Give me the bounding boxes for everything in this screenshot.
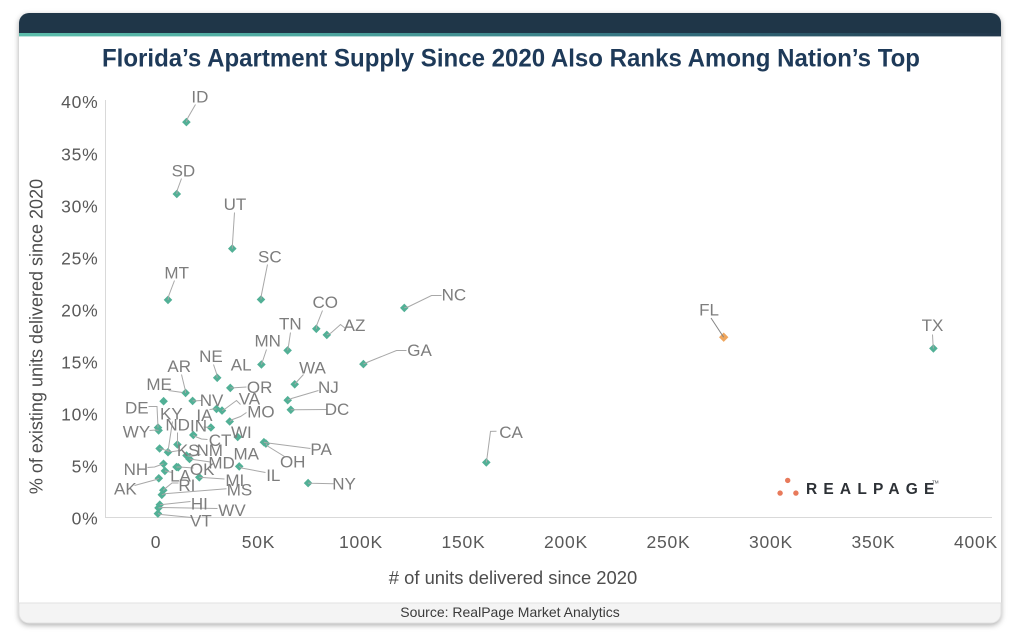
svg-text:ID: ID — [191, 87, 208, 106]
svg-text:NV: NV — [200, 391, 224, 410]
svg-text:WY: WY — [123, 423, 150, 442]
svg-text:150K: 150K — [441, 532, 485, 552]
svg-text:AK: AK — [114, 480, 137, 499]
svg-text:WV: WV — [218, 501, 246, 520]
svg-text:200K: 200K — [544, 532, 588, 552]
svg-text:300K: 300K — [749, 532, 793, 552]
svg-text:TM: TM — [932, 480, 939, 485]
svg-text:NC: NC — [442, 286, 467, 305]
svg-text:NH: NH — [124, 460, 149, 479]
svg-text:RI: RI — [178, 476, 195, 495]
svg-text:DE: DE — [125, 399, 149, 418]
svg-text:IN: IN — [190, 417, 207, 436]
svg-text:# of units delivered since 202: # of units delivered since 2020 — [389, 567, 637, 588]
svg-text:MI: MI — [225, 471, 244, 490]
svg-text:Florida’s Apartment Supply Sin: Florida’s Apartment Supply Since 2020 Al… — [102, 45, 920, 73]
svg-text:0: 0 — [151, 532, 162, 552]
svg-text:30%: 30% — [61, 196, 98, 216]
svg-text:ME: ME — [146, 375, 172, 394]
svg-text:MA: MA — [233, 444, 259, 463]
svg-text:FL: FL — [699, 301, 719, 320]
svg-text:WI: WI — [231, 423, 252, 442]
svg-text:MN: MN — [254, 332, 280, 351]
svg-text:SD: SD — [172, 161, 196, 180]
svg-text:400K: 400K — [954, 532, 998, 552]
svg-text:AZ: AZ — [344, 316, 366, 335]
svg-text:KY: KY — [160, 405, 183, 424]
svg-text:AR: AR — [167, 357, 191, 376]
svg-text:OR: OR — [247, 378, 273, 397]
svg-text:IL: IL — [266, 466, 280, 485]
svg-text:REALPAGE: REALPAGE — [806, 481, 941, 498]
svg-text:MD: MD — [208, 454, 234, 473]
svg-text:NM: NM — [196, 441, 222, 460]
svg-text:VA: VA — [239, 389, 261, 408]
svg-text:% of existing units delivered: % of existing units delivered since 2020 — [27, 179, 47, 494]
svg-text:40%: 40% — [61, 92, 98, 112]
svg-text:VT: VT — [190, 512, 212, 531]
svg-text:Source: RealPage Market Analyt: Source: RealPage Market Analytics — [400, 604, 619, 620]
svg-text:TX: TX — [922, 316, 944, 335]
svg-text:SC: SC — [258, 247, 282, 266]
svg-text:15%: 15% — [61, 353, 98, 373]
svg-text:NY: NY — [332, 475, 356, 494]
svg-text:0%: 0% — [72, 509, 99, 529]
svg-text:LA: LA — [170, 466, 191, 485]
svg-text:350K: 350K — [851, 532, 895, 552]
svg-text:GA: GA — [407, 341, 432, 360]
svg-text:OH: OH — [280, 453, 306, 472]
svg-text:MS: MS — [227, 481, 253, 500]
svg-text:5%: 5% — [72, 457, 99, 477]
svg-text:CA: CA — [499, 423, 523, 442]
svg-text:HI: HI — [191, 495, 208, 514]
svg-text:CT: CT — [209, 431, 232, 450]
svg-text:100K: 100K — [339, 532, 383, 552]
svg-text:35%: 35% — [61, 144, 98, 164]
svg-text:IA: IA — [196, 406, 213, 425]
svg-text:AL: AL — [231, 356, 252, 375]
svg-text:250K: 250K — [646, 532, 690, 552]
svg-text:MO: MO — [247, 402, 274, 421]
svg-text:PA: PA — [310, 440, 332, 459]
svg-text:MT: MT — [164, 264, 189, 283]
svg-text:20%: 20% — [61, 300, 98, 320]
svg-text:25%: 25% — [61, 248, 98, 268]
svg-text:KS: KS — [177, 441, 200, 460]
svg-text:TN: TN — [279, 315, 302, 334]
svg-text:CO: CO — [312, 293, 338, 312]
svg-text:DC: DC — [325, 400, 350, 419]
svg-text:WA: WA — [299, 359, 326, 378]
svg-text:50K: 50K — [242, 532, 276, 552]
svg-text:ND: ND — [165, 416, 190, 435]
svg-text:NE: NE — [199, 347, 223, 366]
svg-text:NJ: NJ — [318, 378, 339, 397]
svg-text:10%: 10% — [61, 405, 98, 425]
svg-text:UT: UT — [224, 195, 247, 214]
svg-text:OK: OK — [190, 460, 215, 479]
